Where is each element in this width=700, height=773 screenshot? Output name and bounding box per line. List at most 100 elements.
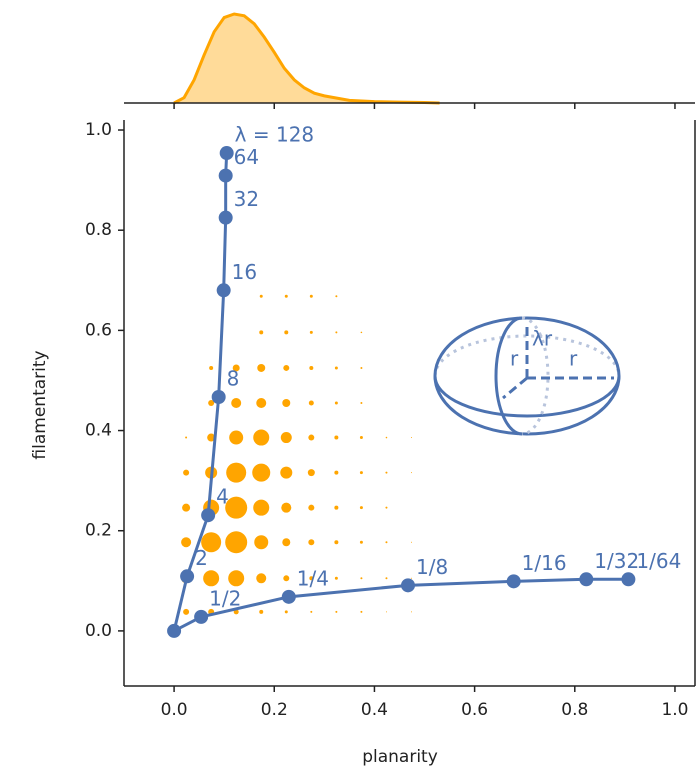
x-tick-label: 0.2	[261, 700, 288, 720]
y-tick-label: 0.8	[85, 220, 112, 240]
ellipse-label: λr	[532, 327, 553, 351]
point-label: 1/32	[594, 549, 639, 573]
bubble	[359, 540, 363, 544]
point	[219, 146, 234, 161]
point-label: 2	[195, 546, 208, 570]
point	[180, 569, 195, 584]
bubble	[411, 541, 413, 543]
bubble	[360, 402, 363, 404]
point	[621, 572, 636, 587]
bubble	[226, 462, 247, 483]
y-tick-label: 0.6	[85, 320, 112, 340]
point	[506, 574, 521, 589]
bubble	[309, 576, 314, 581]
bubble	[225, 531, 248, 554]
point-label: 1/8	[416, 555, 448, 579]
point	[218, 210, 233, 225]
x-tick-label: 0.4	[361, 700, 388, 720]
bubble	[280, 466, 293, 479]
point-label: 4	[216, 485, 229, 509]
point	[281, 589, 296, 604]
bubble	[308, 504, 315, 511]
bubble	[185, 436, 188, 439]
bubble	[181, 537, 192, 548]
bubble	[359, 436, 363, 440]
point	[201, 508, 216, 523]
bubble	[281, 502, 292, 513]
bubble	[284, 294, 288, 298]
bubble	[209, 365, 214, 370]
bubble	[257, 363, 266, 372]
bubble	[229, 430, 244, 445]
y-tick-label: 0.2	[85, 521, 112, 541]
bubble	[334, 401, 338, 405]
bubble	[385, 436, 388, 439]
y-tick-label: 0.0	[85, 621, 112, 641]
y-tick-label: 0.4	[85, 421, 112, 441]
bubble	[225, 496, 248, 519]
bubble	[310, 610, 313, 613]
bubble	[183, 469, 190, 476]
bubble	[385, 611, 387, 613]
point	[218, 168, 233, 183]
bubble	[283, 575, 290, 582]
bubble	[208, 400, 215, 406]
bubble	[385, 506, 388, 509]
bubble	[335, 295, 338, 298]
bubble	[309, 365, 314, 370]
bubble	[284, 330, 289, 335]
y-tick-label: 1.0	[85, 120, 112, 140]
bubble	[335, 610, 338, 613]
bubble	[308, 400, 314, 406]
bubble	[231, 398, 242, 408]
bubble	[182, 503, 191, 512]
meridian-front	[494, 316, 523, 436]
bubble	[309, 330, 313, 334]
ellipse-outline	[433, 316, 621, 436]
bubble	[360, 366, 363, 369]
point	[400, 578, 415, 593]
bubble	[259, 330, 264, 335]
bubble	[334, 505, 339, 510]
y-axis-label: filamentarity	[30, 350, 50, 459]
bubble	[254, 535, 269, 550]
curve	[171, 152, 629, 634]
bubble	[259, 609, 264, 614]
bubble	[282, 399, 291, 407]
bubble	[203, 570, 220, 587]
x-tick-label: 0.6	[461, 700, 488, 720]
x-tick-label: 1.0	[661, 700, 688, 720]
bubble	[385, 471, 388, 474]
bubble	[256, 573, 267, 584]
bubble	[282, 538, 291, 547]
bubble	[308, 539, 315, 546]
bubble	[411, 611, 413, 613]
point-label: λ = 128	[235, 123, 314, 147]
point-label: 32	[234, 187, 259, 211]
ellipsoid-diagram	[433, 316, 621, 436]
bubble	[334, 435, 339, 440]
bubble	[284, 610, 288, 614]
bubble	[183, 608, 190, 615]
bubble	[335, 331, 338, 334]
bubble	[256, 398, 267, 408]
bubble	[252, 463, 271, 482]
bubble	[411, 472, 413, 474]
point	[167, 623, 182, 638]
point-label: 16	[232, 260, 257, 284]
marginal-line	[173, 12, 440, 105]
bubble	[253, 429, 270, 446]
bubble	[334, 470, 339, 475]
bubble	[411, 437, 413, 439]
plot-area: 0.0 0.2 0.4 0.6 0.8 1.0 0.0 0.2 0.4 0.6 0.8 1.0 λ = …	[85, 12, 696, 720]
bubble	[385, 577, 388, 580]
point-label: 1/64	[636, 549, 681, 573]
bubble	[359, 471, 363, 475]
ellipse-front	[433, 375, 621, 418]
bubble	[253, 499, 270, 516]
point-label: 1/2	[209, 586, 241, 610]
bubble	[280, 432, 292, 444]
bubble	[360, 610, 363, 613]
bubble	[232, 364, 240, 372]
bubble	[207, 433, 216, 442]
